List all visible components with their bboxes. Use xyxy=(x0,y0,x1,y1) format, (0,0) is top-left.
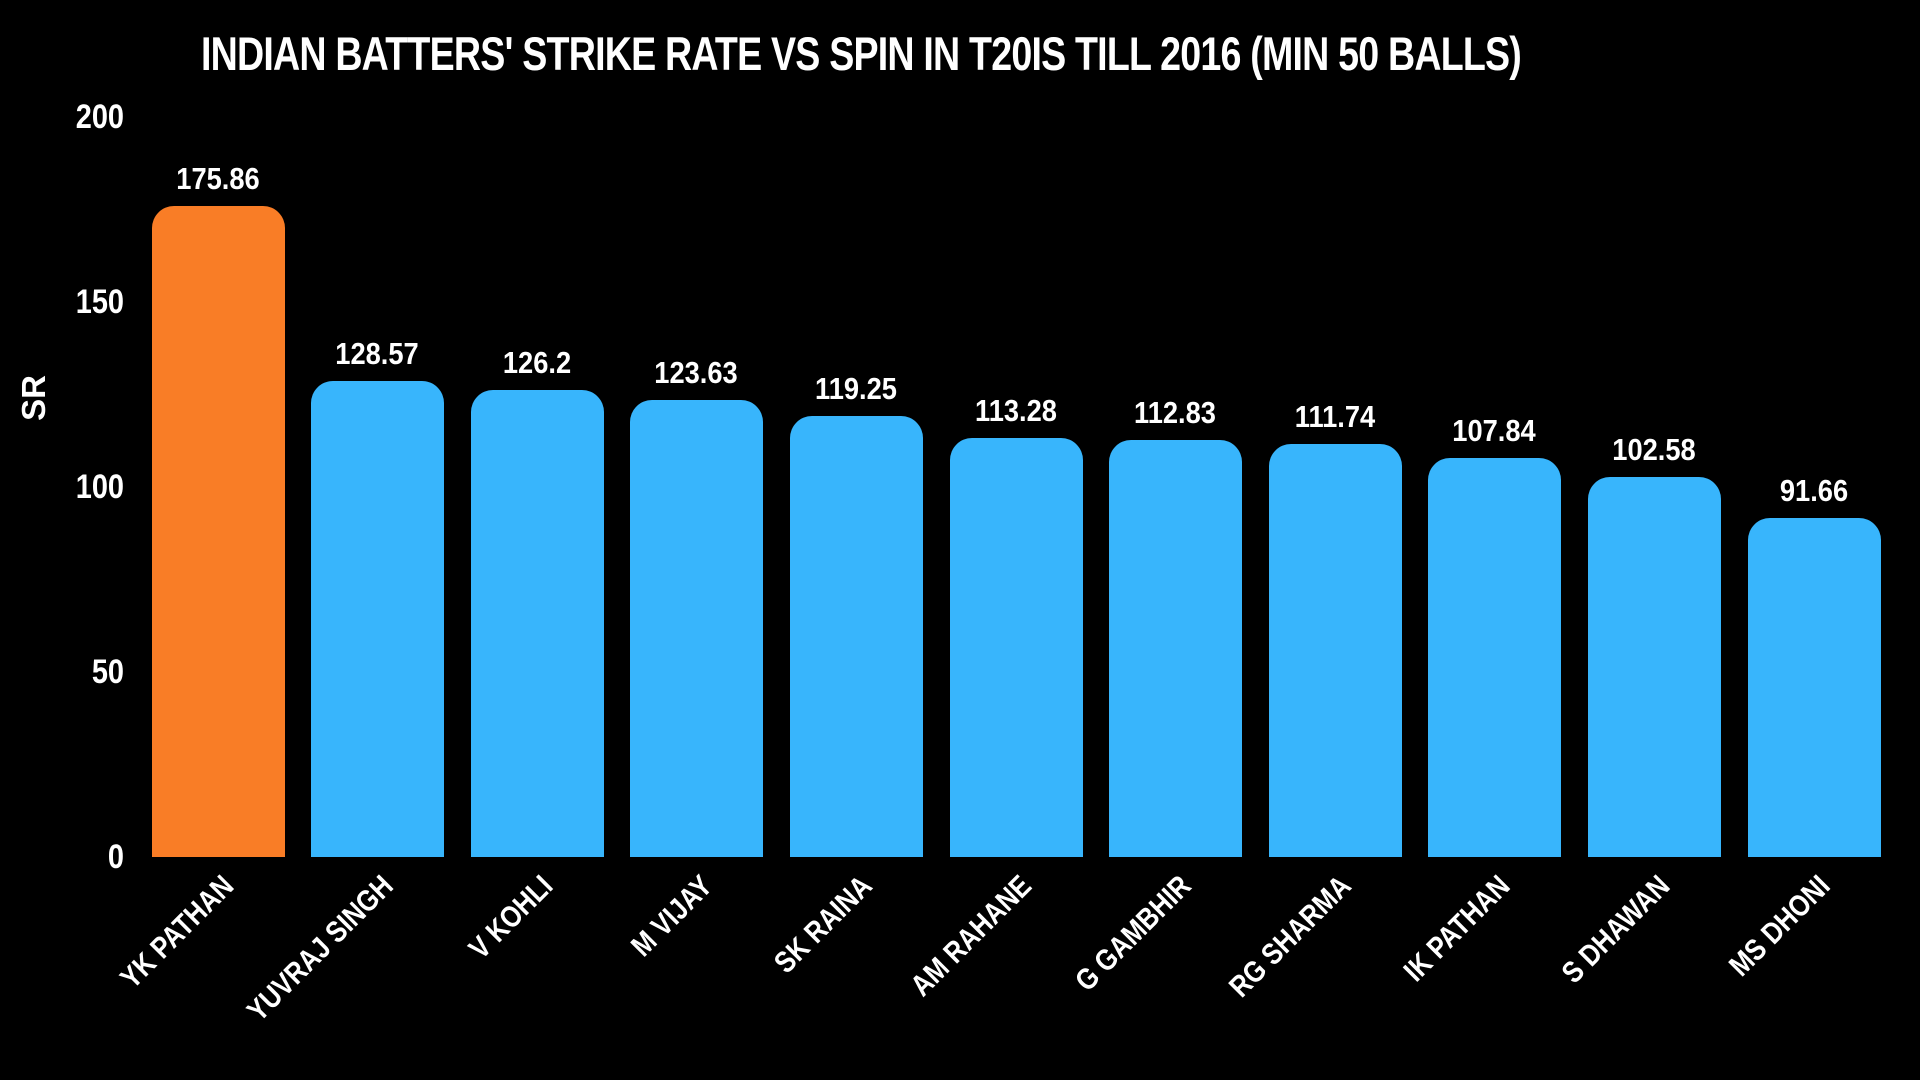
y-tick-label: 100 xyxy=(75,468,124,506)
chart-title: INDIAN BATTERS' STRIKE RATE VS SPIN IN T… xyxy=(200,27,1522,80)
x-axis-category-label: SK RAINA xyxy=(768,869,879,980)
bar-value-label: 126.2 xyxy=(502,345,571,381)
x-axis-category-label: V KOHLI xyxy=(462,869,560,966)
bar xyxy=(630,399,764,857)
bar xyxy=(1109,439,1243,857)
bar xyxy=(470,390,604,857)
bar xyxy=(151,206,285,857)
bar xyxy=(1428,458,1562,857)
bar-value-label: 123.63 xyxy=(654,354,739,390)
bar-value-label: 128.57 xyxy=(335,336,419,372)
bar xyxy=(1268,443,1402,857)
bar-value-label: 119.25 xyxy=(814,370,897,406)
x-axis-category-label: RG SHARMA xyxy=(1222,869,1358,1004)
bar-value-label: 113.28 xyxy=(974,392,1057,428)
bar-value-label: 112.83 xyxy=(1134,394,1217,430)
x-axis-category-label: S DHAWAN xyxy=(1556,869,1677,990)
bar xyxy=(1587,477,1721,857)
bar-value-label: 91.66 xyxy=(1779,472,1848,508)
x-axis-category-label: MS DHONI xyxy=(1722,869,1837,983)
bar-value-label: 102.58 xyxy=(1612,432,1696,468)
bar xyxy=(789,415,923,857)
y-tick-label: 150 xyxy=(75,283,124,321)
x-axis-category-label: YK PATHAN xyxy=(114,869,241,996)
y-tick-label: 0 xyxy=(107,838,124,876)
x-axis-category-label: M VIJAY xyxy=(625,869,719,964)
bar xyxy=(311,381,445,857)
bar-value-label: 175.86 xyxy=(175,161,260,197)
x-axis-category-label: IK PATHAN xyxy=(1398,869,1517,989)
y-tick-label: 50 xyxy=(91,653,124,691)
x-axis-category-label: G GAMBHIR xyxy=(1069,869,1198,998)
bar-value-label: 111.74 xyxy=(1294,398,1375,434)
y-tick-label: 200 xyxy=(75,98,124,136)
x-axis-category-label: YUVRAJ SINGH xyxy=(241,869,400,1028)
bar xyxy=(949,437,1083,857)
bar xyxy=(1747,517,1881,857)
bar-value-label: 107.84 xyxy=(1452,413,1537,448)
x-axis-category-label: AM RAHANE xyxy=(904,869,1039,1003)
y-axis-label: SR xyxy=(15,375,52,421)
